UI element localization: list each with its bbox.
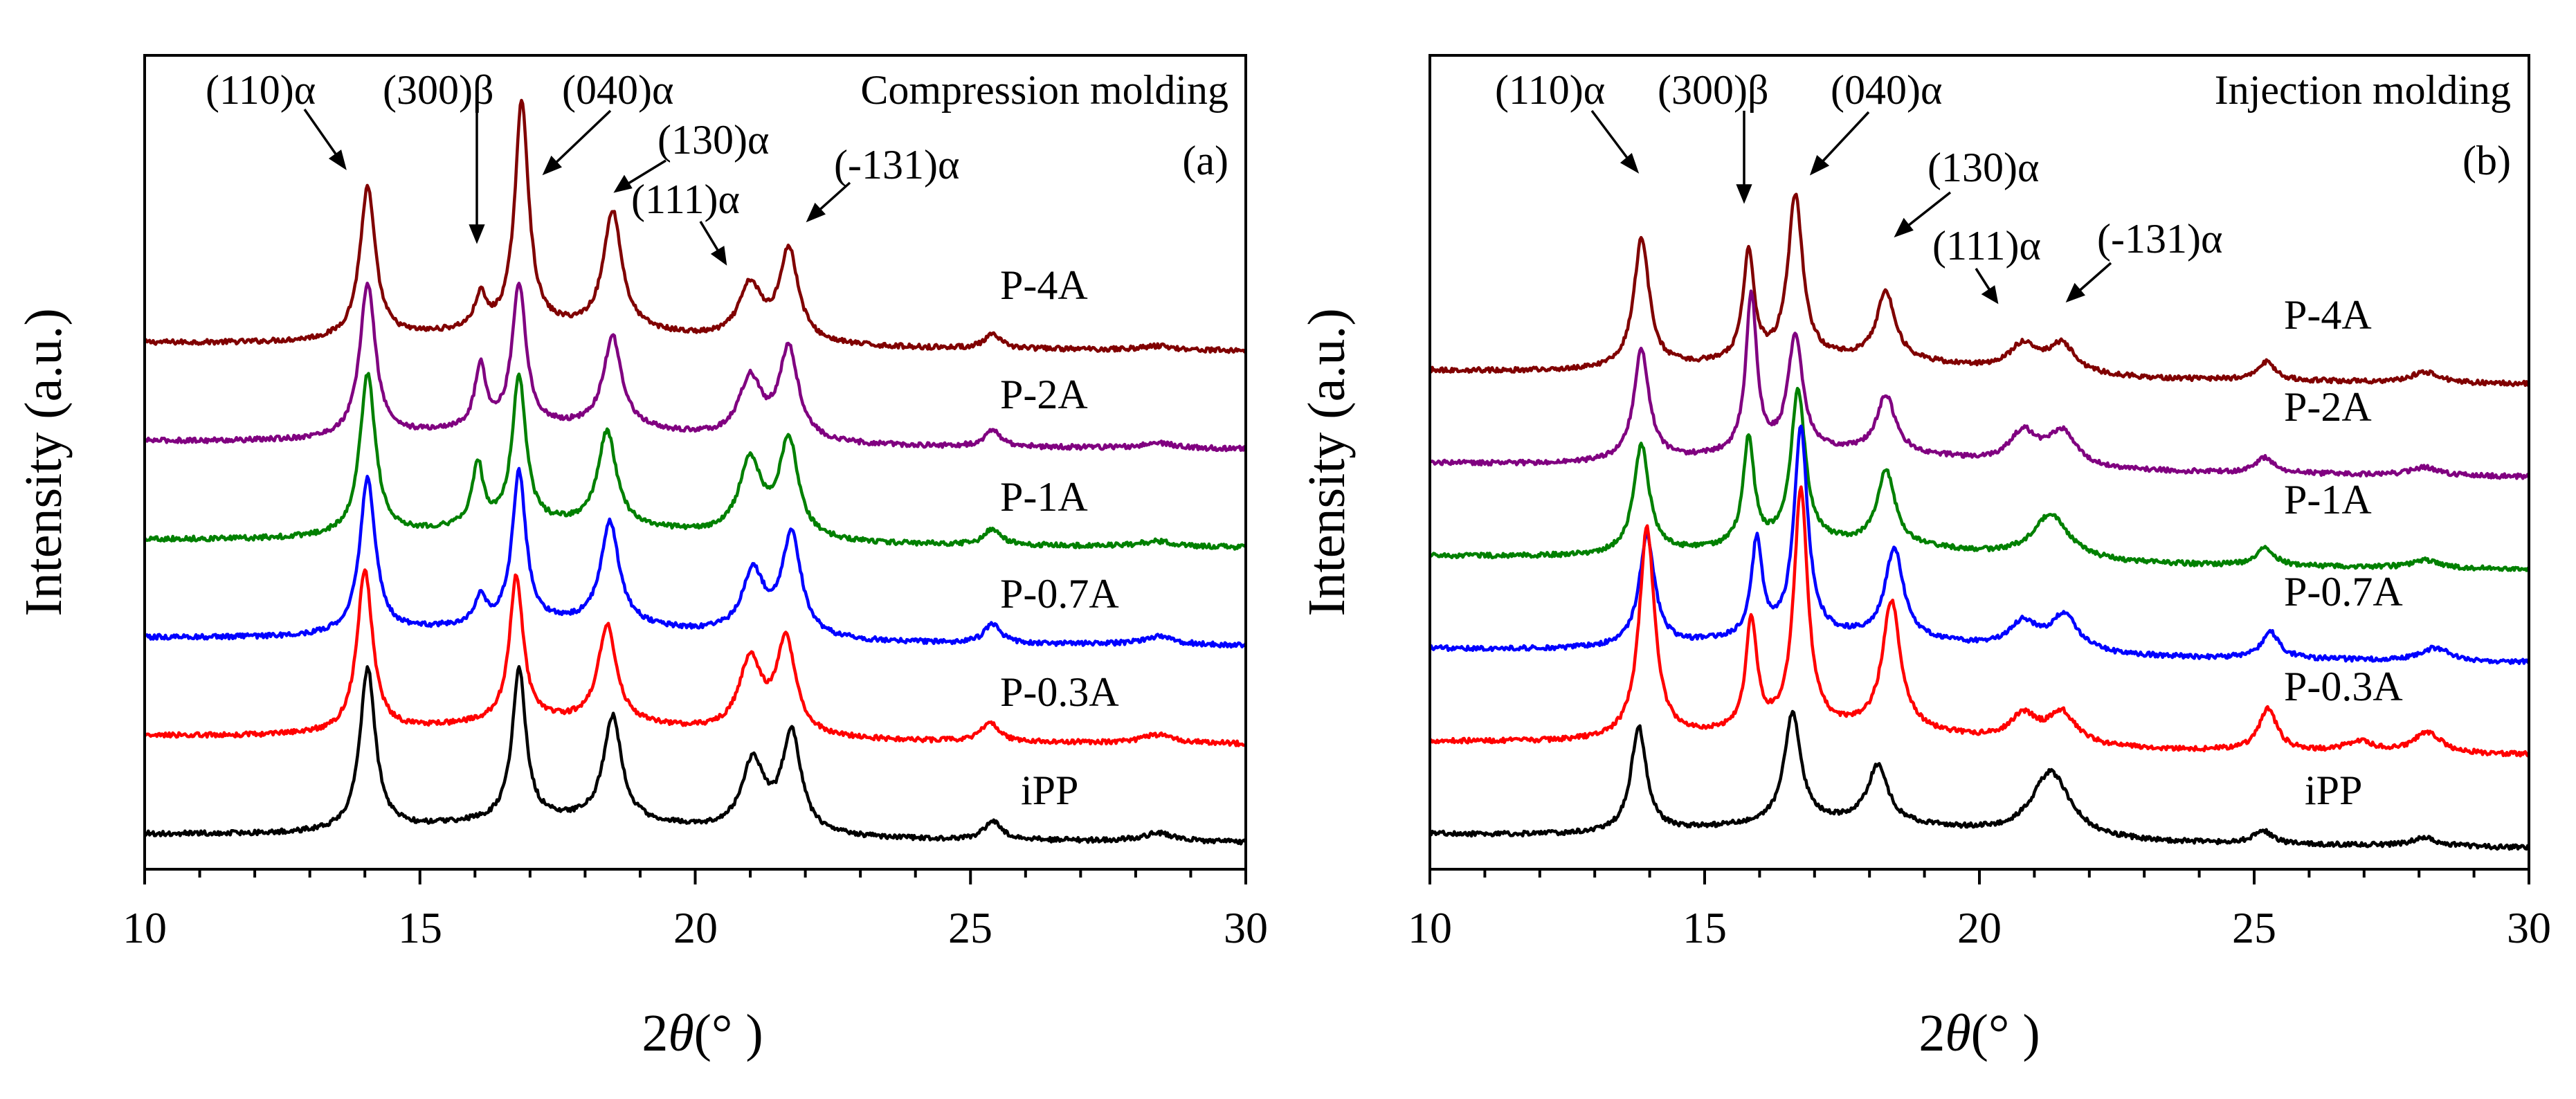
series-line-p2a <box>144 281 1247 453</box>
panel-b-annotation-300: (300)β <box>1658 67 1769 113</box>
panel-a-tick-label-30: 30 <box>1224 903 1268 952</box>
panel-a-arrows <box>303 108 851 266</box>
panel-a-arrowhead-040 <box>542 155 562 176</box>
series-line-p07a <box>143 466 1248 649</box>
panel-a-arrow-131 <box>815 181 851 214</box>
panel-a-series-label-p1a: P-1A <box>1000 474 1088 520</box>
panel-a-y-axis-label: Intensity (a.u.) <box>15 308 73 616</box>
series-line-ipp <box>1428 709 2531 851</box>
panel-b-arrows <box>1590 109 2112 305</box>
panel-a-tick-label-20: 20 <box>673 903 718 952</box>
panel-b-x-axis-label: 2θ(° ) <box>1919 1004 2040 1062</box>
panel-a-arrow-111 <box>699 221 722 255</box>
panel-a-tick-label-25: 25 <box>948 903 992 952</box>
panel-b-series-label-p07a: P-0.7A <box>2284 569 2403 615</box>
panel-a-x-axis-label: 2θ(° ) <box>642 1004 763 1062</box>
panel-a-tick-label-10: 10 <box>123 903 167 952</box>
panel-a-annotation-111: (111)α <box>631 176 740 222</box>
panel-b-annotation-040: (040)α <box>1831 67 1942 113</box>
panel-b-ticks <box>1428 869 2530 884</box>
series-line-p2a <box>1429 289 2531 480</box>
panel-b-chart: 10 15 20 25 30 2θ(° ) Intensity (a.u.) I… <box>1298 54 2551 1062</box>
panel-a-panel-label: (a) <box>1182 138 1228 183</box>
panel-b-series-label-ipp: iPP <box>2305 768 2362 813</box>
panel-a-series-label-ipp: iPP <box>1021 768 1078 813</box>
panel-a-annotation-300: (300)β <box>383 67 494 113</box>
series-line-p4a <box>1428 192 2530 388</box>
panel-b-arrowhead-131 <box>2065 282 2085 303</box>
panel-a-series-label-p03a: P-0.3A <box>1000 669 1119 715</box>
series-line-p1a <box>143 372 1246 551</box>
panel-a-annotation-131: (-131)α <box>834 142 959 188</box>
series-line-p03a <box>144 568 1246 747</box>
panel-b-tick-label-20: 20 <box>1957 903 2002 952</box>
panel-b-y-axis-label: Intensity (a.u.) <box>1298 308 1356 616</box>
panel-a-chart: 10 15 20 25 30 2θ(° ) Intensity (a.u.) C… <box>15 54 1268 1062</box>
series-line-p1a <box>1428 386 2530 572</box>
panel-b-series-label-p2a: P-2A <box>2284 384 2372 430</box>
panel-b-annotation-131: (-131)α <box>2097 216 2222 262</box>
panel-b-series-layer <box>1428 192 2531 851</box>
panel-a-arrowhead-110 <box>328 149 347 170</box>
panel-b-arrowhead-300 <box>1736 184 1752 204</box>
panel-b-tick-label-15: 15 <box>1682 903 1727 952</box>
series-line-p4a <box>143 98 1246 354</box>
panel-b-arrow-040 <box>1817 111 1870 167</box>
panel-b-annotation-111: (111)α <box>1932 223 2041 269</box>
panel-b-panel-label: (b) <box>2462 138 2511 183</box>
panel-b-arrow-131 <box>2075 262 2112 295</box>
panel-b-arrowhead-040 <box>1809 155 1830 176</box>
panel-a-series-layer <box>143 98 1248 846</box>
panel-a-arrowhead-131 <box>806 202 826 223</box>
panel-b-arrowhead-130 <box>1894 217 1914 238</box>
panel-a-series-label-p2a: P-2A <box>1000 372 1088 417</box>
panel-b-title: Injection molding <box>2215 67 2511 113</box>
panel-a-arrow-040 <box>551 109 612 167</box>
panel-b-series-label-p4a: P-4A <box>2284 292 2372 338</box>
panel-b-series-label-p03a: P-0.3A <box>2284 664 2403 709</box>
panel-a-arrow-130 <box>624 159 666 187</box>
panel-a-annotation-040: (040)α <box>562 67 673 113</box>
panel-a-arrowhead-300 <box>469 224 485 244</box>
panel-a-arrow-110 <box>303 108 341 161</box>
panel-b-annotation-130: (130)α <box>1928 145 2039 190</box>
panel-b-tick-label-30: 30 <box>2507 903 2551 952</box>
series-line-p03a <box>1429 485 2531 758</box>
panel-a-title: Compression molding <box>860 67 1228 113</box>
panel-a-ticks <box>143 869 1247 884</box>
panel-b-tick-label-25: 25 <box>2232 903 2276 952</box>
panel-b-arrow-130 <box>1903 191 1952 230</box>
series-line-ipp <box>143 664 1248 846</box>
panel-a-arrowhead-130 <box>613 174 633 193</box>
panel-b-series-label-p1a: P-1A <box>2284 477 2372 523</box>
panel-a-annotation-130: (130)α <box>657 117 769 163</box>
panel-b-arrowhead-111 <box>1981 285 1999 305</box>
panel-a-series-label-p4a: P-4A <box>1000 262 1088 308</box>
panel-b-tick-label-10: 10 <box>1408 903 1452 952</box>
panel-a-arrowhead-111 <box>710 246 727 266</box>
panel-b-arrowhead-110 <box>1620 153 1640 174</box>
panel-a-tick-label-15: 15 <box>398 903 442 952</box>
panel-b-arrow-110 <box>1590 109 1633 165</box>
series-line-p07a <box>1428 424 2530 666</box>
panel-a-annotation-110: (110)α <box>206 67 316 113</box>
panel-b-annotation-110: (110)α <box>1495 67 1605 113</box>
panel-a-series-label-p07a: P-0.7A <box>1000 571 1119 617</box>
